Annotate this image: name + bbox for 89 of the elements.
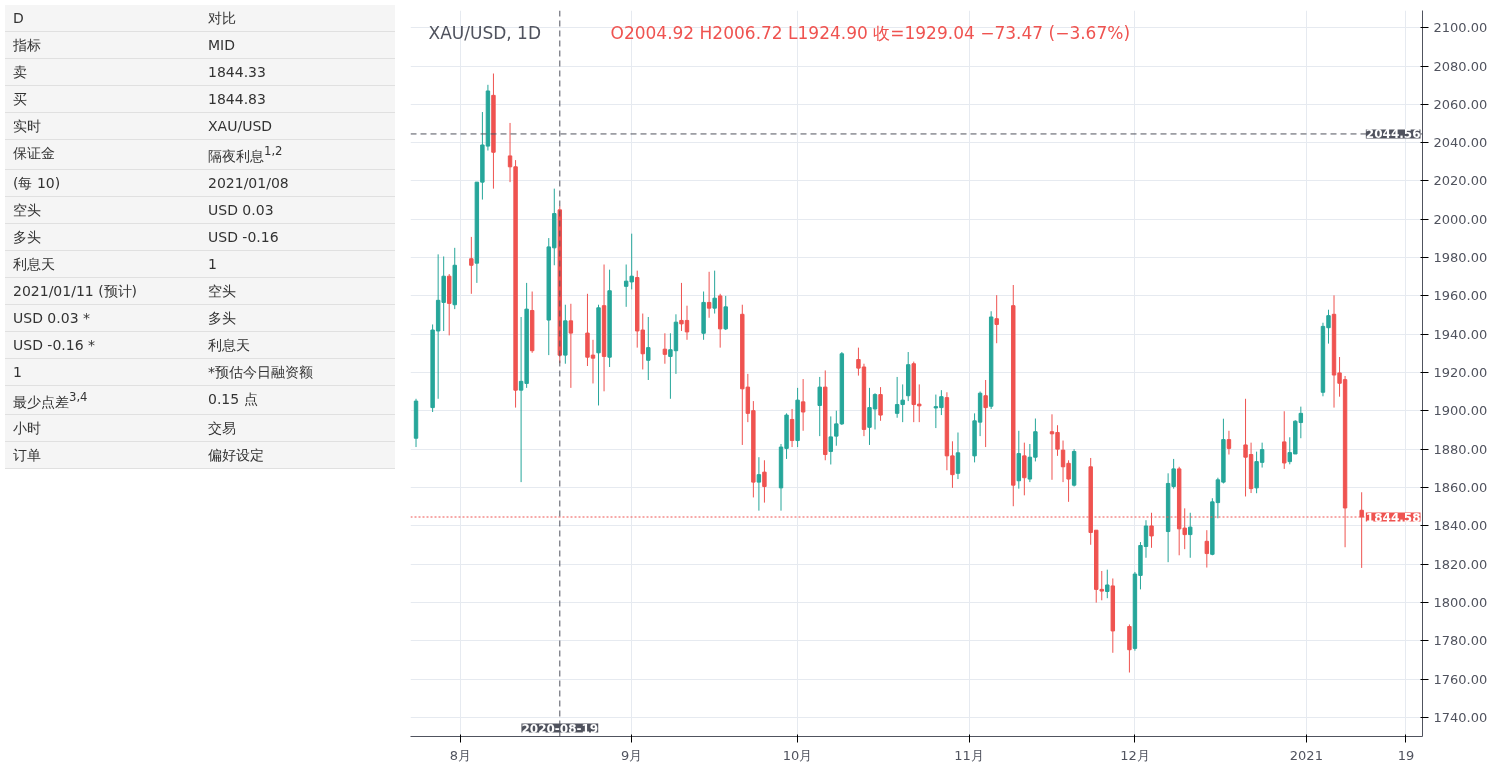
x-tick-label: 2021 xyxy=(1289,747,1323,763)
y-tick-label: 1900.00 xyxy=(1433,403,1488,419)
candlestick xyxy=(568,303,574,389)
candlestick xyxy=(1022,442,1027,496)
candlestick xyxy=(507,122,513,183)
text: 订单 xyxy=(5,442,200,470)
y-tick-label: 1880.00 xyxy=(1433,441,1488,457)
candlestick xyxy=(817,376,822,437)
x-tick-label: 11月 xyxy=(954,747,984,763)
text: 2021/01/08 xyxy=(200,169,395,197)
text: MID xyxy=(200,32,395,59)
text: *预估今日融资额 xyxy=(200,358,395,386)
text: 最少点差$^{3,4}$ xyxy=(5,385,200,416)
candlestick xyxy=(469,236,474,295)
text: 保证金 xyxy=(5,140,200,170)
text: 2021/01/11 (预计) xyxy=(5,277,200,305)
y-tick-label: 2020.00 xyxy=(1433,173,1488,189)
x-tick-label: 19 xyxy=(1397,747,1415,763)
y-tick-label: 2040.00 xyxy=(1433,135,1488,151)
text: 空头 xyxy=(5,196,200,224)
text: 交易 xyxy=(200,415,395,443)
candlestick xyxy=(723,295,728,331)
text: O2004.92 H2006.72 L1924.90 收=1929.04 −73.47 (−3.67%) xyxy=(610,22,1131,43)
candlestick xyxy=(1105,569,1110,599)
y-tick-label: 2080.00 xyxy=(1433,58,1488,74)
text: 隔夜利息$^{1,2}$ xyxy=(200,140,395,170)
candlestick xyxy=(955,432,961,480)
candlestick xyxy=(762,459,767,504)
text: 卖 xyxy=(5,59,200,86)
text: USD -0.16 xyxy=(200,223,395,251)
candlestick xyxy=(1204,529,1210,569)
text: 利息天 xyxy=(200,331,395,359)
candlestick xyxy=(706,271,712,319)
text: 小时 xyxy=(5,415,200,443)
text: 对比 xyxy=(200,5,395,32)
candlestick xyxy=(983,379,988,448)
candlestick xyxy=(662,332,668,365)
y-tick-label: 1820.00 xyxy=(1433,556,1488,572)
text: 利息天 xyxy=(5,250,200,278)
text: 买 xyxy=(5,86,200,113)
text: USD 0.03 xyxy=(200,196,395,224)
y-tick-label: 1980.00 xyxy=(1433,250,1488,266)
x-tick-label: 8月 xyxy=(449,747,471,763)
y-tick-label: 1960.00 xyxy=(1433,288,1488,304)
candlestick xyxy=(878,386,883,422)
y-tick-label: 2100.00 xyxy=(1433,20,1488,36)
text: 多头 xyxy=(200,304,395,332)
ref-line-label: 2020-08-19 xyxy=(521,721,599,736)
text: D xyxy=(5,5,200,32)
y-tick-label: 1840.00 xyxy=(1433,518,1488,534)
candlestick xyxy=(1188,512,1193,559)
y-tick-label: 1780.00 xyxy=(1433,633,1488,649)
candlestick xyxy=(800,378,806,432)
x-tick-label: 10月 xyxy=(782,747,813,763)
text: 0.15 点 xyxy=(200,385,395,416)
text: 1 xyxy=(200,250,395,278)
ref-line-label: 1844.58 xyxy=(1365,510,1421,525)
candlestick xyxy=(756,456,762,512)
candlestick xyxy=(1282,410,1287,470)
candlestick xyxy=(712,270,717,315)
candlestick xyxy=(994,294,999,344)
x-tick-label: 9月 xyxy=(621,747,643,763)
text: USD 0.03 * xyxy=(5,304,200,332)
x-tick-label: 12月 xyxy=(1120,747,1150,763)
y-tick-label: 1760.00 xyxy=(1433,671,1488,687)
text: 指标 xyxy=(5,32,200,59)
ref-line-label: 2044.56 xyxy=(1365,127,1421,142)
y-tick-label: 1940.00 xyxy=(1433,326,1488,342)
text: (每 10) xyxy=(5,169,200,197)
y-tick-label: 1860.00 xyxy=(1433,479,1488,495)
candlestick xyxy=(789,408,795,448)
text: 1 xyxy=(5,358,200,386)
y-tick-label: 1800.00 xyxy=(1433,594,1488,610)
candlestick xyxy=(646,316,651,381)
text: 1844.33 xyxy=(200,59,395,86)
y-tick-label: 1740.00 xyxy=(1433,709,1488,725)
candlestick xyxy=(1226,430,1232,456)
y-tick-label: 1920.00 xyxy=(1433,365,1488,381)
text: USD -0.16 * xyxy=(5,331,200,359)
y-tick-label: 2060.00 xyxy=(1433,96,1488,112)
text: 1844.83 xyxy=(200,86,395,113)
candlestick xyxy=(1127,623,1132,674)
text: 实时 xyxy=(5,113,200,140)
text: 空头 xyxy=(200,277,395,305)
text: XAU/USD xyxy=(200,113,395,140)
text: 多头 xyxy=(5,223,200,251)
text: 偏好设定 xyxy=(200,442,395,470)
y-tick-label: 2000.00 xyxy=(1433,211,1488,227)
text: XAU/USD, 1D xyxy=(428,22,541,43)
